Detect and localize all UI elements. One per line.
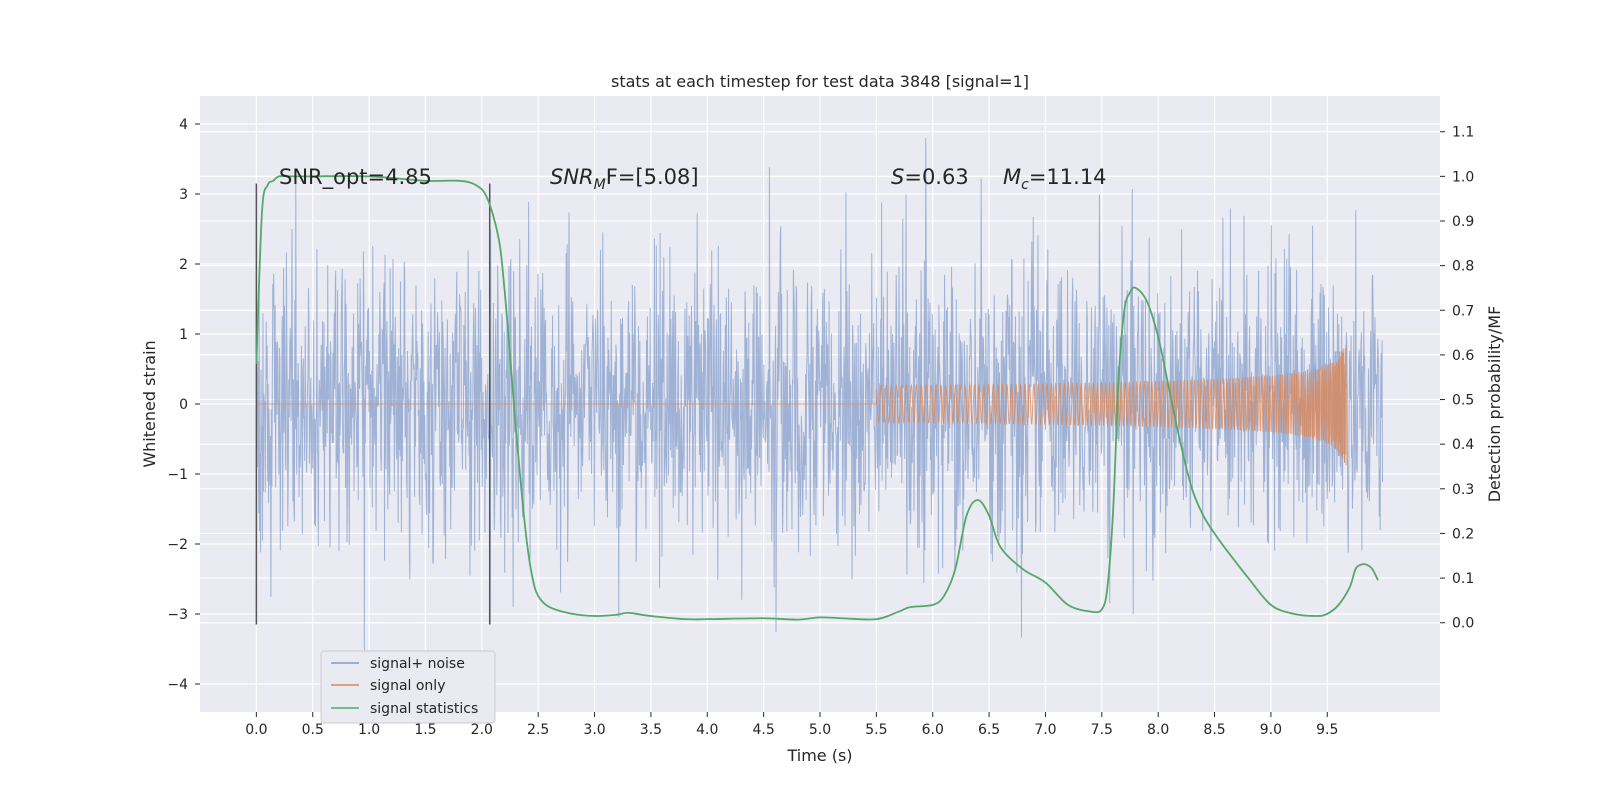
- legend-box: [320, 650, 496, 724]
- x-tick-label: 1.0: [358, 722, 380, 738]
- y-tick-label: −2: [167, 537, 188, 553]
- annotation-snr-mf: SNRMF=[5.08]: [550, 165, 699, 193]
- chart-title: stats at each timestep for test data 384…: [611, 72, 1029, 91]
- chirp-line: [256, 344, 1347, 466]
- signal-only-series: [256, 344, 1347, 466]
- vertical-markers: [255, 183, 491, 625]
- x-tick-label: 2.5: [527, 722, 549, 738]
- y-tick-label: 2: [179, 257, 188, 273]
- y2-tick-label: 0.5: [1452, 393, 1474, 409]
- y2-tick-label: 0.8: [1452, 259, 1474, 275]
- x-tick-label: 5.5: [865, 722, 887, 738]
- x-tick-label: 8.0: [1147, 722, 1169, 738]
- y2-tick-label: 0.4: [1452, 437, 1474, 453]
- y-tick-label: 1: [179, 327, 188, 343]
- x-tick-label: 2.0: [471, 722, 493, 738]
- stats-line: [255, 175, 1379, 621]
- x-tick-label: 0.5: [302, 722, 324, 738]
- x-tick-label: 3.5: [640, 722, 662, 738]
- legend-label-signal: signal only: [370, 678, 445, 694]
- y2-axis-label: Detection probability/MF: [1485, 306, 1504, 503]
- x-tick-label: 9.0: [1260, 722, 1282, 738]
- y2-tick-label: 0.6: [1452, 348, 1474, 364]
- y-tick-label: 0: [179, 397, 188, 413]
- noise-line: [255, 137, 1384, 651]
- y2-tick-label: 0.3: [1452, 482, 1474, 498]
- x-tick-label: 6.5: [978, 722, 1000, 738]
- y2-tick-label: 0.9: [1452, 214, 1474, 230]
- y2-ticks: 1.1 1.0 0.9 0.8 0.7 0.6 0.5 0.4 0.3 0.2 0.1 0.0: [1440, 125, 1474, 632]
- x-tick-label: 5.0: [809, 722, 831, 738]
- x-axis-label: Time (s): [786, 746, 852, 765]
- x-tick-label: 4.5: [753, 722, 775, 738]
- y2-tick-label: 0.7: [1452, 303, 1474, 319]
- y2-tick-label: 1.1: [1452, 125, 1474, 141]
- x-tick-label: 8.5: [1203, 722, 1225, 738]
- y2-tick-label: 0.2: [1452, 526, 1474, 542]
- signal-plus-noise-series: [255, 137, 1384, 651]
- y-tick-label: −1: [167, 467, 188, 483]
- x-tick-label: 9.5: [1316, 722, 1338, 738]
- y-axis-label: Whitened strain: [140, 340, 159, 467]
- x-tick-label: 7.5: [1091, 722, 1113, 738]
- y2-tick-label: 0.0: [1452, 616, 1474, 632]
- y-tick-label: −4: [167, 677, 188, 693]
- x-tick-label: 1.5: [414, 722, 436, 738]
- legend-label-noise: signal+ noise: [370, 656, 465, 672]
- y-ticks: 4 3 2 1 0 −1 −2 −3 −4: [167, 117, 200, 693]
- x-tick-label: 4.0: [696, 722, 718, 738]
- x-ticks: 0.0 0.5 1.0 1.5 2.0 2.5 3.0 3.5 4.0 4.5 5.0 5.5 6.0 6…: [245, 712, 1338, 738]
- annotation-s: S=0.63: [891, 165, 969, 189]
- y2-tick-label: 1.0: [1452, 169, 1474, 185]
- y-tick-label: −3: [167, 607, 188, 623]
- y-tick-label: 4: [179, 117, 188, 133]
- x-tick-label: 0.0: [245, 722, 267, 738]
- legend-label-stats: signal statistics: [370, 701, 478, 717]
- legend: signal+ noise signal only signal statist…: [320, 650, 496, 724]
- x-tick-label: 7.0: [1034, 722, 1056, 738]
- annotation-mc: Mc=11.14: [1003, 165, 1107, 193]
- signal-statistics-series: [255, 175, 1379, 621]
- y2-tick-label: 0.1: [1452, 571, 1474, 587]
- y-tick-label: 3: [179, 187, 188, 203]
- annotation-snr-opt: SNR_opt=4.85: [279, 165, 432, 190]
- x-tick-label: 3.0: [583, 722, 605, 738]
- x-tick-label: 6.0: [922, 722, 944, 738]
